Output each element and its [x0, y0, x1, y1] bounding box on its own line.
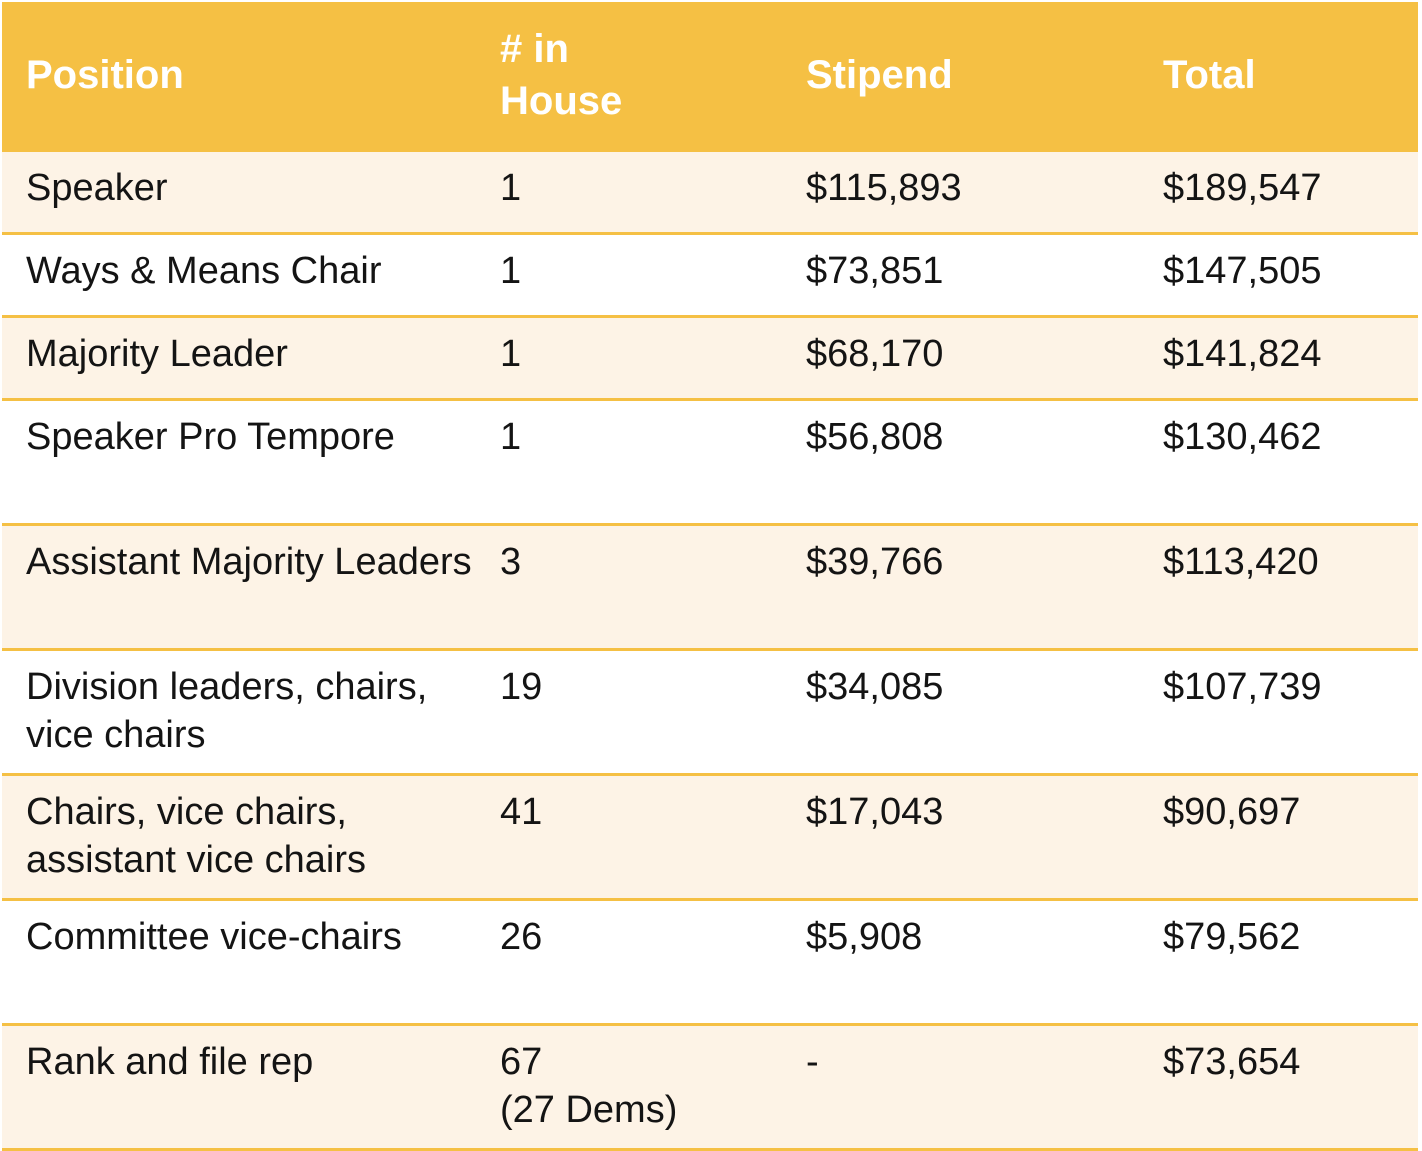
cell-position: Speaker — [2, 148, 476, 233]
cell-in-house-count: 1 — [500, 332, 522, 375]
table-row: Rank and file rep 67 (27 Dems) - $73,654 — [2, 1022, 1418, 1151]
cell-total: $79,562 — [1139, 897, 1418, 1024]
cell-in-house-note: (27 Dems) — [500, 1088, 678, 1131]
cell-in-house: 1 — [476, 397, 782, 524]
cell-stipend: - — [782, 1022, 1139, 1151]
cell-in-house: 41 — [476, 772, 782, 899]
table-row: Speaker Pro Tempore 1 $56,808 $130,462 — [2, 397, 1418, 524]
header-position: Position — [26, 53, 184, 98]
cell-in-house-count: 26 — [500, 915, 543, 958]
cell-in-house: 26 — [476, 897, 782, 1024]
cell-in-house: 1 — [476, 148, 782, 233]
cell-stipend: $39,766 — [782, 522, 1139, 649]
cell-in-house: 1 — [476, 314, 782, 399]
cell-stipend: $56,808 — [782, 397, 1139, 524]
header-stipend: Stipend — [806, 53, 953, 98]
table-row: Assistant Majority Leaders 3 $39,766 $11… — [2, 522, 1418, 649]
cell-total: $130,462 — [1139, 397, 1418, 524]
cell-stipend: $17,043 — [782, 772, 1139, 899]
table-row: Ways & Means Chair 1 $73,851 $147,505 — [2, 231, 1418, 316]
cell-total: $141,824 — [1139, 314, 1418, 399]
cell-position: Committee vice-chairs — [2, 897, 476, 1024]
cell-in-house: 1 — [476, 231, 782, 316]
cell-stipend: $73,851 — [782, 231, 1139, 316]
cell-stipend: $34,085 — [782, 647, 1139, 774]
cell-in-house-count: 1 — [500, 415, 522, 458]
header-in-house-line2: House — [500, 79, 623, 124]
cell-position: Assistant Majority Leaders — [2, 522, 476, 649]
table-header: Position # in House Stipend Total — [2, 2, 1418, 150]
table-row: Speaker 1 $115,893 $189,547 — [2, 148, 1418, 233]
cell-position: Chairs, vice chairs, assistant vice chai… — [2, 772, 476, 899]
cell-position: Ways & Means Chair — [2, 231, 476, 316]
header-row: Position # in House Stipend Total — [2, 2, 1418, 150]
cell-in-house-count: 19 — [500, 665, 543, 708]
header-in-house-line1: # in — [500, 27, 569, 72]
cell-stipend: $5,908 — [782, 897, 1139, 1024]
cell-in-house: 67 (27 Dems) — [476, 1022, 782, 1151]
table-row: Division leaders, chairs, vice chairs 19… — [2, 647, 1418, 774]
cell-total: $73,654 — [1139, 1022, 1418, 1151]
cell-position: Division leaders, chairs, vice chairs — [2, 647, 476, 774]
cell-in-house: 19 — [476, 647, 782, 774]
cell-in-house: 3 — [476, 522, 782, 649]
cell-position: Majority Leader — [2, 314, 476, 399]
cell-in-house-count: 67 — [500, 1040, 543, 1083]
cell-total: $113,420 — [1139, 522, 1418, 649]
header-total: Total — [1163, 53, 1256, 98]
table-row: Committee vice-chairs 26 $5,908 $79,562 — [2, 897, 1418, 1024]
header-in-house: # in House — [476, 2, 782, 150]
table-body: Speaker 1 $115,893 $189,547 Ways & Means… — [2, 148, 1418, 1151]
cell-in-house-count: 3 — [500, 540, 522, 583]
cell-stipend: $68,170 — [782, 314, 1139, 399]
table-row: Chairs, vice chairs, assistant vice chai… — [2, 772, 1418, 899]
cell-position: Speaker Pro Tempore — [2, 397, 476, 524]
cell-total: $107,739 — [1139, 647, 1418, 774]
cell-total: $90,697 — [1139, 772, 1418, 899]
cell-in-house-count: 41 — [500, 790, 543, 833]
cell-stipend: $115,893 — [782, 148, 1139, 233]
cell-position: Rank and file rep — [2, 1022, 476, 1151]
cell-in-house-count: 1 — [500, 249, 522, 292]
table-row: Majority Leader 1 $68,170 $141,824 — [2, 314, 1418, 399]
cell-total: $189,547 — [1139, 148, 1418, 233]
cell-in-house-count: 1 — [500, 166, 522, 209]
cell-total: $147,505 — [1139, 231, 1418, 316]
